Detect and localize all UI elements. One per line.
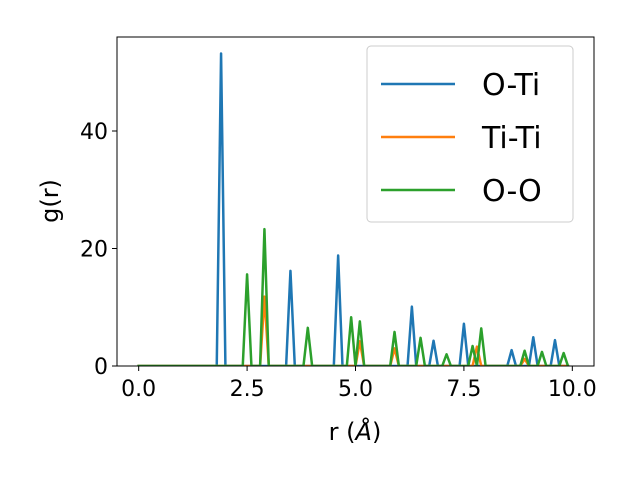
- legend: O-Ti Ti-Ti O-O: [366, 45, 574, 223]
- series-layer: [137, 52, 570, 366]
- x-tick-label: 2.5: [230, 377, 265, 402]
- y-axis-label: g(r): [36, 179, 64, 223]
- legend-box: [366, 45, 574, 223]
- series-line-o-o: [137, 227, 570, 366]
- x-tick-label: 0.0: [121, 377, 156, 402]
- legend-label-ti-ti: Ti-Ti: [481, 121, 542, 156]
- x-axis-unit: Å: [354, 417, 372, 446]
- x-tick-label: 5.0: [338, 377, 373, 402]
- x-tick-label: 7.5: [446, 377, 481, 402]
- y-tick-label: 0: [94, 355, 108, 380]
- x-axis: 0.0 2.5 5.0 7.5 10.0: [121, 366, 597, 402]
- y-tick-label: 40: [80, 120, 108, 145]
- y-tick-label: 20: [80, 238, 108, 263]
- x-axis-label: r (Å): [329, 417, 382, 446]
- y-axis: 0 20 40: [80, 120, 117, 380]
- legend-label-o-ti: O-Ti: [482, 68, 540, 103]
- legend-label-o-o: O-O: [482, 174, 542, 209]
- x-tick-label: 10.0: [548, 377, 597, 402]
